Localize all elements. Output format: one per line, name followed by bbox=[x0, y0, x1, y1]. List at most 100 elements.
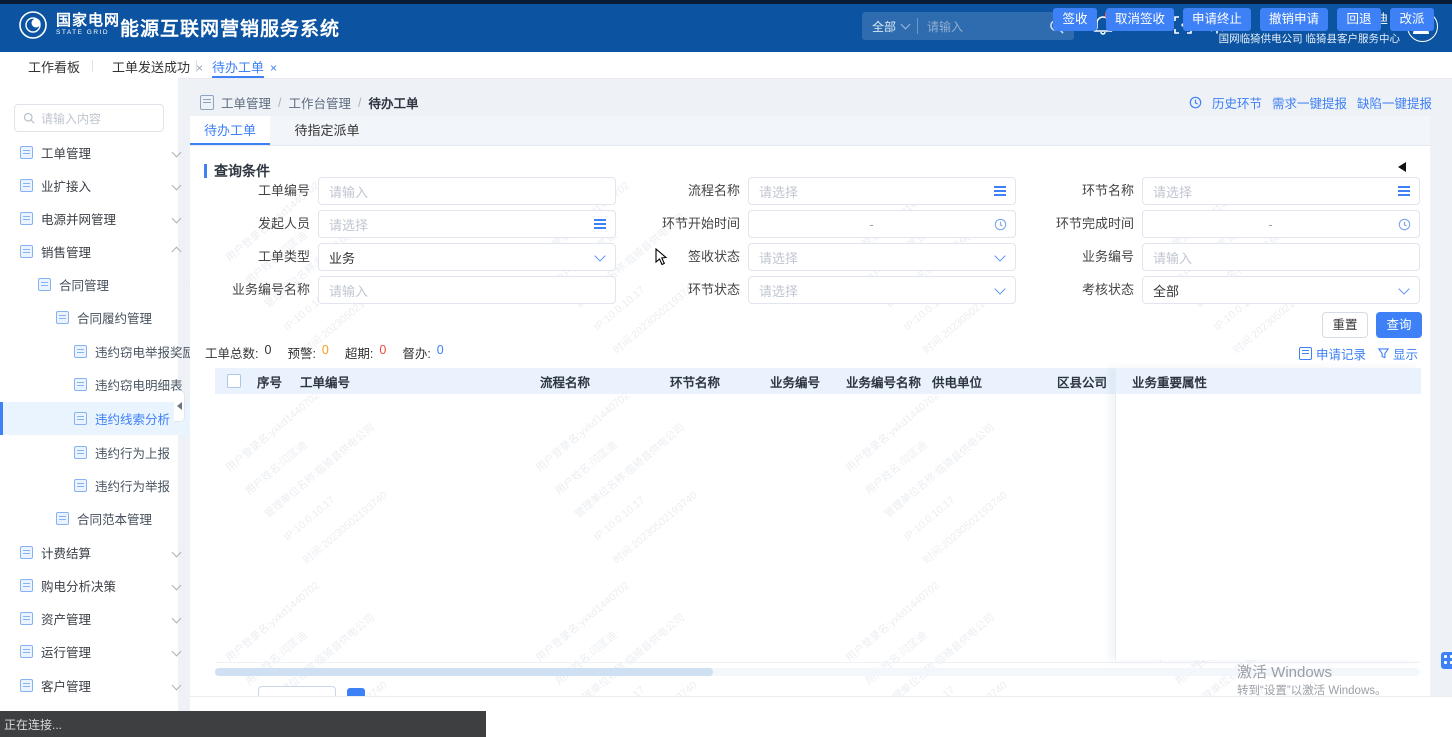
sidebar-item-业扩接入[interactable]: 业扩接入 bbox=[0, 169, 198, 202]
chevron-down-icon bbox=[171, 580, 182, 591]
sidebar-item-合同履约管理[interactable]: 合同履约管理 bbox=[0, 301, 234, 334]
doc-icon bbox=[74, 446, 87, 459]
breadcrumb-item[interactable]: 工单管理 bbox=[221, 97, 272, 111]
sidebar-item-合同范本管理[interactable]: 合同范本管理 bbox=[0, 502, 234, 535]
input-业务编号[interactable]: 请输入 bbox=[1142, 243, 1420, 271]
input-工单编号[interactable]: 请输入 bbox=[318, 177, 616, 205]
sidebar-item-购电分析决策[interactable]: 购电分析决策 bbox=[0, 569, 198, 602]
column-header[interactable]: 区县公司 bbox=[1057, 375, 1108, 390]
sign-button[interactable]: 签收 bbox=[1053, 8, 1097, 31]
column-header[interactable]: 业务重要属性 bbox=[1116, 368, 1421, 394]
tab-todo-orders[interactable]: 待办工单 × bbox=[212, 60, 278, 75]
collapse-arrow-icon[interactable] bbox=[1398, 162, 1406, 172]
stat-warning-value: 0 bbox=[321, 343, 329, 357]
breadcrumb-item[interactable]: 工作台管理 bbox=[288, 97, 352, 111]
daterange-环节开始时间[interactable]: - bbox=[748, 210, 1016, 238]
sidebar-search-input[interactable]: 请输入内容 bbox=[14, 104, 164, 132]
quick-links: 历史环节 需求一键提报 缺陷一键提报 bbox=[1189, 93, 1432, 112]
sidebar-item-违约行为举报[interactable]: 违约行为举报 bbox=[0, 469, 252, 502]
scrollbar-thumb[interactable] bbox=[215, 668, 713, 676]
funnel-icon bbox=[1377, 348, 1389, 359]
tab-order-sent[interactable]: 工单发送成功 × bbox=[112, 60, 204, 75]
sidebar-item-销售管理[interactable]: 销售管理 bbox=[0, 235, 198, 268]
tab-todo-list[interactable]: 待办工单 bbox=[190, 116, 270, 145]
breadcrumb: 工单管理 / 工作台管理 / 待办工单 bbox=[200, 93, 419, 112]
field-label: 环节开始时间 bbox=[661, 216, 740, 231]
search-input[interactable]: 请输入 bbox=[927, 19, 964, 34]
link-defect-report[interactable]: 缺陷一键提报 bbox=[1356, 97, 1432, 111]
floating-grid-widget[interactable] bbox=[1441, 652, 1452, 669]
column-header[interactable]: 供电单位 bbox=[932, 375, 983, 390]
rollback-button[interactable]: 回退 bbox=[1337, 8, 1381, 31]
chevron-up-icon bbox=[171, 246, 182, 257]
doc-icon bbox=[200, 95, 214, 110]
sidebar-item-违约行为上报[interactable]: 违约行为上报 bbox=[0, 436, 252, 469]
picker-流程名称[interactable]: 请选择 bbox=[748, 177, 1016, 205]
sidebar-item-计费结算[interactable]: 计费结算 bbox=[0, 536, 198, 569]
global-search[interactable]: 全部 请输入 bbox=[862, 12, 1074, 40]
chevron-down-icon bbox=[171, 646, 182, 657]
picker-发起人员[interactable]: 请选择 bbox=[318, 210, 616, 238]
sidebar-item-资产管理[interactable]: 资产管理 bbox=[0, 602, 198, 635]
windows-activation-title: 激活 Windows bbox=[1237, 664, 1333, 681]
sidebar-item-违约窃电举报奖励[interactable]: 违约窃电举报奖励 bbox=[0, 335, 252, 368]
daterange-环节完成时间[interactable]: - bbox=[1142, 210, 1420, 238]
tab-work-board[interactable]: 工作看板 bbox=[28, 60, 81, 75]
chevron-down-icon bbox=[900, 19, 911, 30]
apply-record-link[interactable]: 申请记录 bbox=[1298, 344, 1366, 363]
doc-icon bbox=[20, 579, 33, 592]
state-grid-logo-icon bbox=[19, 11, 47, 39]
select-环节状态[interactable]: 请选择 bbox=[748, 276, 1016, 304]
show-filter-link[interactable]: 显示 bbox=[1377, 344, 1418, 363]
table-body-empty bbox=[215, 394, 1420, 663]
chevron-down-icon bbox=[171, 180, 182, 191]
sidebar-item-工单管理[interactable]: 工单管理 bbox=[0, 136, 198, 169]
column-header[interactable]: 序号 bbox=[257, 375, 283, 390]
picker-环节名称[interactable]: 请选择 bbox=[1142, 177, 1420, 205]
open-pages-tabbar: 工作看板 工单发送成功 × 待办工单 × bbox=[0, 52, 1452, 79]
revoke-apply-button[interactable]: 撤销申请 bbox=[1260, 8, 1328, 31]
reset-button[interactable]: 重置 bbox=[1322, 312, 1368, 338]
sidebar-item-运行管理[interactable]: 运行管理 bbox=[0, 635, 198, 668]
doc-icon bbox=[74, 479, 87, 492]
apply-terminate-button[interactable]: 申请终止 bbox=[1183, 8, 1251, 31]
sidebar-item-电源并网管理[interactable]: 电源并网管理 bbox=[0, 202, 198, 235]
doc-icon bbox=[38, 278, 51, 291]
query-button[interactable]: 查询 bbox=[1376, 312, 1422, 338]
input-业务编号名称[interactable]: 请输入 bbox=[318, 276, 616, 304]
stat-overdue-label: 超期: bbox=[344, 347, 374, 361]
select-考核状态[interactable]: 全部 bbox=[1142, 276, 1420, 304]
order-stats: 工单总数: 0 预警: 0 超期: 0 督办: 0 bbox=[205, 343, 454, 362]
sidebar-item-合同管理[interactable]: 合同管理 bbox=[0, 268, 216, 301]
cancel-sign-button[interactable]: 取消签收 bbox=[1106, 8, 1174, 31]
select-工单类型[interactable]: 业务 bbox=[318, 243, 616, 271]
field-label: 流程名称 bbox=[687, 183, 740, 198]
doc-icon bbox=[56, 512, 69, 525]
column-header[interactable]: 工单编号 bbox=[300, 375, 351, 390]
search-scope-select[interactable]: 全部 bbox=[872, 19, 897, 34]
column-header[interactable]: 业务编号名称 bbox=[846, 375, 922, 390]
column-header[interactable]: 环节名称 bbox=[670, 375, 721, 390]
link-demand-report[interactable]: 需求一键提报 bbox=[1271, 97, 1347, 111]
chevron-down-icon bbox=[171, 147, 182, 158]
tab-pending-dispatch[interactable]: 待指定派单 bbox=[294, 123, 360, 138]
horizontal-scrollbar[interactable] bbox=[215, 668, 1420, 676]
chevron-down-icon bbox=[994, 282, 1006, 295]
select-签收状态[interactable]: 请选择 bbox=[748, 243, 1016, 271]
sidebar-item-客户管理[interactable]: 客户管理 bbox=[0, 669, 198, 702]
list-picker-icon[interactable] bbox=[594, 219, 606, 229]
sidebar-collapse-handle[interactable] bbox=[174, 390, 185, 422]
sidebar-item-违约窃电明细表[interactable]: 违约窃电明细表 bbox=[0, 368, 252, 401]
list-picker-icon[interactable] bbox=[994, 186, 1006, 196]
browser-status-bar: 正在连接... bbox=[0, 711, 486, 737]
link-history[interactable]: 历史环节 bbox=[1211, 97, 1262, 111]
close-icon[interactable]: × bbox=[270, 61, 278, 75]
close-icon[interactable]: × bbox=[196, 61, 204, 75]
select-all-checkbox[interactable] bbox=[227, 374, 241, 388]
list-picker-icon[interactable] bbox=[1398, 186, 1410, 196]
column-header[interactable]: 业务编号 bbox=[770, 375, 821, 390]
reassign-button[interactable]: 改派 bbox=[1390, 8, 1434, 31]
doc-icon bbox=[20, 212, 33, 225]
column-header[interactable]: 流程名称 bbox=[540, 375, 591, 390]
